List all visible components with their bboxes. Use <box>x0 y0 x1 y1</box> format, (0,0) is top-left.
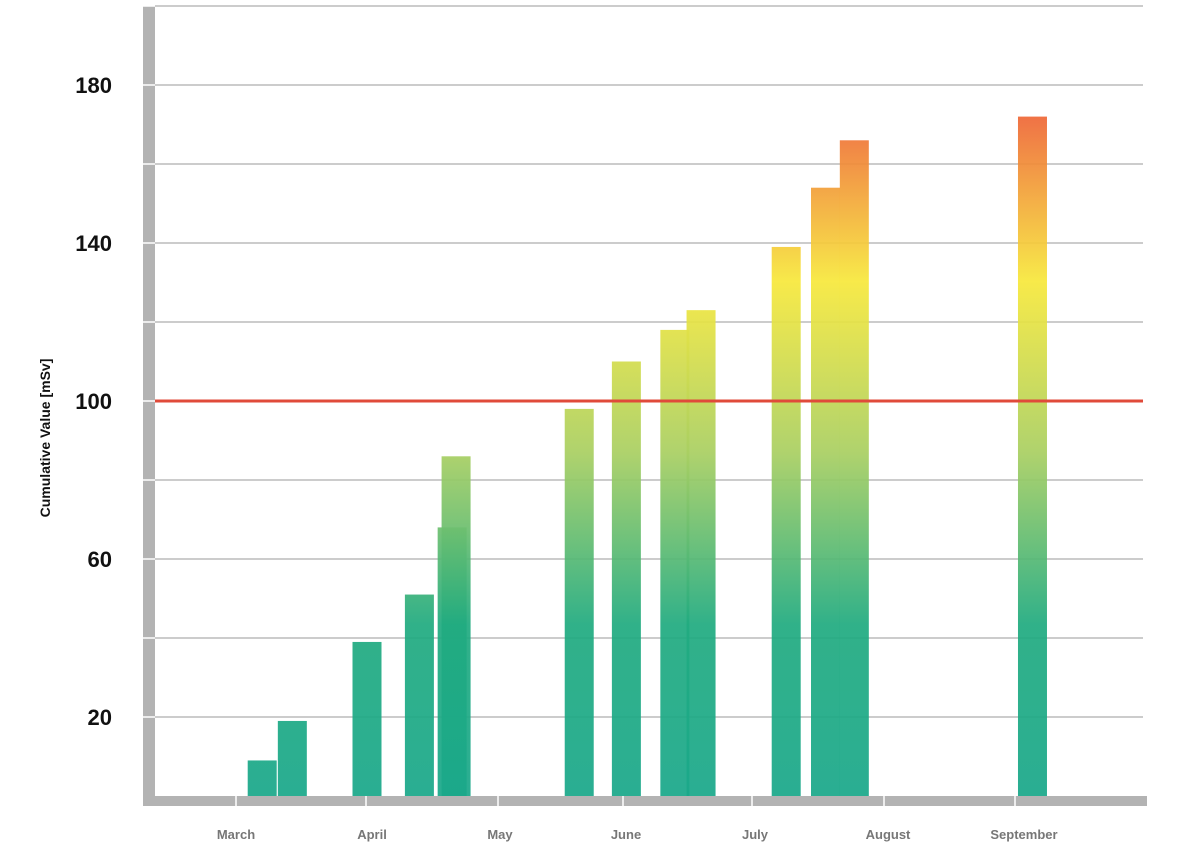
x-tick-label: June <box>611 827 641 842</box>
x-tick-label: March <box>217 827 255 842</box>
y-tick-label: 60 <box>88 547 112 572</box>
axes <box>143 6 1147 806</box>
y-tick-label: 140 <box>75 231 112 256</box>
x-tick-label: April <box>357 827 387 842</box>
x-tick-label: May <box>487 827 513 842</box>
bar <box>611 361 641 796</box>
x-tick-label: August <box>866 827 911 842</box>
bar <box>441 456 471 796</box>
bars <box>247 116 1047 797</box>
bar <box>660 329 690 796</box>
x-tick-label: July <box>742 827 769 842</box>
gridlines <box>155 5 1143 718</box>
bar <box>352 641 382 796</box>
bar <box>771 246 801 796</box>
bar <box>811 187 840 796</box>
x-tick-label: September <box>990 827 1057 842</box>
tick-labels: 20 60 100 140 180 March April May June July August… <box>75 73 1057 842</box>
bar <box>404 594 434 796</box>
bar <box>1017 116 1047 797</box>
bar <box>839 140 869 797</box>
x-axis <box>143 796 1147 806</box>
y-tick-label: 100 <box>75 389 112 414</box>
y-axis-label: Cumulative Value [mSv] <box>37 359 53 518</box>
bar <box>277 720 307 796</box>
y-tick-label: 20 <box>88 705 112 730</box>
bar <box>247 760 277 796</box>
y-axis <box>143 6 155 806</box>
bar <box>686 310 716 796</box>
axis-ticks <box>143 5 1016 806</box>
bar <box>564 408 594 796</box>
y-tick-label: 180 <box>75 73 112 98</box>
